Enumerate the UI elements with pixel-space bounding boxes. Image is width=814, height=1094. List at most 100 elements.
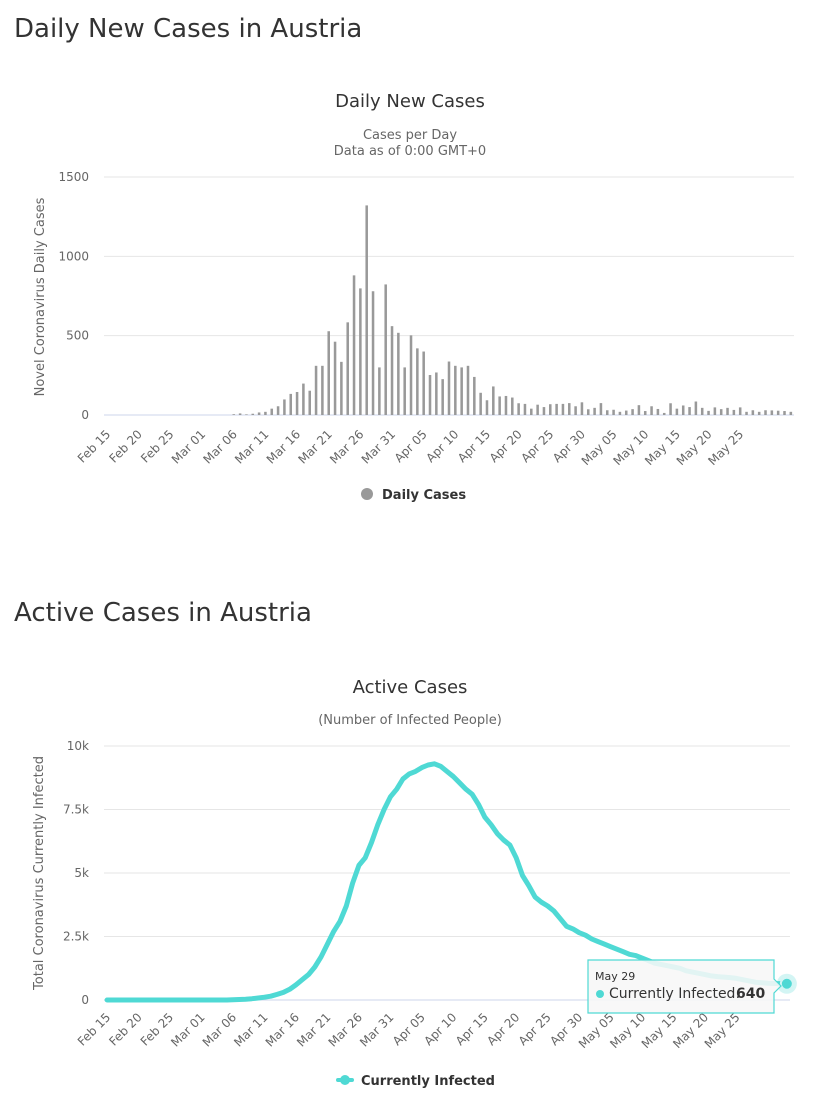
daily-bar: [460, 367, 463, 415]
daily-bar: [447, 361, 451, 415]
daily-bar: [435, 372, 438, 415]
x-tick-label: Mar 21: [295, 427, 334, 466]
x-tick-label: Apr 20: [487, 427, 525, 465]
daily-bar: [580, 402, 584, 415]
daily-bar: [308, 390, 311, 415]
daily-bar: [365, 205, 368, 415]
tooltip-marker: [596, 990, 604, 998]
daily-bar: [568, 403, 571, 415]
daily-chart-y-ticks: 0 500 1000 1500: [58, 170, 89, 422]
x-tick-label: Mar 26: [326, 1010, 365, 1049]
daily-bar: [492, 386, 495, 415]
x-tick-label: Mar 11: [231, 1010, 270, 1049]
daily-bar: [700, 407, 704, 415]
y-tick-label: 0: [81, 993, 89, 1007]
active-chart-y-axis-title: Total Coronavirus Currently Infected: [32, 756, 47, 991]
daily-bar: [751, 410, 755, 415]
daily-bar: [561, 403, 565, 415]
daily-bar: [555, 403, 558, 415]
daily-bar: [416, 348, 419, 415]
daily-bar: [517, 403, 520, 415]
daily-bar: [523, 403, 527, 415]
daily-bar: [245, 414, 248, 415]
x-tick-label: Apr 05: [392, 427, 430, 465]
daily-chart-subtitle-line2: Data as of 0:00 GMT+0: [334, 144, 486, 159]
daily-bar: [397, 332, 400, 415]
daily-bar: [409, 335, 413, 415]
daily-bar: [441, 379, 444, 415]
daily-bar: [264, 411, 267, 415]
daily-bar: [631, 409, 634, 415]
daily-bar: [321, 365, 324, 415]
x-tick-label: Mar 01: [168, 1010, 207, 1049]
active-cases-chart: Active Cases (Number of Infected People)…: [32, 677, 797, 1089]
y-tick-label: 0: [81, 408, 89, 422]
daily-bar: [327, 331, 330, 415]
active-chart-legend[interactable]: Currently Infected: [336, 1074, 495, 1089]
x-tick-label: Mar 16: [264, 427, 303, 466]
daily-bar: [726, 407, 729, 415]
active-cases-heading: Active Cases in Austria: [14, 598, 312, 628]
y-tick-label: 500: [66, 329, 89, 343]
daily-bar: [479, 392, 482, 415]
x-tick-label: May 25: [702, 1010, 743, 1051]
x-tick-label: Apr 05: [390, 1010, 428, 1048]
daily-bar: [428, 375, 432, 415]
x-tick-label: Mar 01: [169, 427, 208, 466]
x-tick-label: Mar 31: [357, 1010, 396, 1049]
daily-bar: [530, 408, 533, 415]
daily-bar: [371, 291, 375, 415]
daily-bar: [352, 275, 356, 415]
active-chart-title: Active Cases: [353, 677, 468, 698]
daily-bar: [346, 322, 349, 415]
x-tick-label: Apr 25: [518, 427, 556, 465]
daily-bar: [719, 409, 723, 415]
x-tick-label: Feb 15: [75, 427, 113, 465]
x-tick-label: Feb 20: [106, 1010, 144, 1048]
tooltip: May 29 Currently Infected: 640: [587, 959, 782, 1014]
daily-bar: [650, 406, 653, 415]
daily-bar: [745, 411, 748, 415]
daily-bar: [295, 391, 299, 415]
daily-bar: [574, 406, 577, 415]
daily-bar: [276, 406, 280, 415]
daily-bar: [624, 410, 628, 415]
daily-bar: [485, 400, 489, 415]
daily-bar: [302, 383, 305, 415]
x-tick-label: Feb 20: [107, 427, 145, 465]
daily-bar: [738, 407, 742, 415]
y-tick-label: 1000: [58, 249, 89, 263]
daily-cases-chart: Daily New Cases Cases per Day Data as of…: [33, 91, 794, 503]
y-tick-label: 2.5k: [63, 930, 89, 944]
daily-legend-label: Daily Cases: [382, 488, 466, 503]
daily-bar: [238, 413, 242, 415]
daily-bar: [251, 413, 255, 415]
daily-cases-heading: Daily New Cases in Austria: [14, 14, 363, 44]
daily-bar: [732, 409, 736, 415]
daily-bar: [599, 403, 603, 415]
tooltip-label: Currently Infected:: [609, 986, 740, 1002]
daily-bar: [542, 407, 546, 415]
daily-legend-marker: [361, 488, 373, 500]
daily-bar: [605, 410, 609, 415]
daily-bar: [764, 410, 767, 415]
daily-bar: [232, 414, 236, 415]
daily-bar: [378, 367, 381, 415]
daily-bar: [390, 326, 394, 415]
x-tick-label: Mar 31: [359, 427, 398, 466]
x-tick-label: Mar 16: [263, 1010, 302, 1049]
x-tick-label: Mar 26: [327, 427, 366, 466]
daily-bar: [789, 411, 793, 415]
daily-bar: [776, 410, 780, 415]
daily-bar: [403, 367, 406, 415]
daily-bar: [340, 361, 343, 415]
daily-bar: [587, 409, 590, 415]
daily-chart-legend[interactable]: Daily Cases: [361, 488, 466, 503]
daily-chart-title: Daily New Cases: [335, 91, 485, 112]
daily-bar: [359, 288, 362, 415]
daily-bar: [384, 284, 387, 415]
daily-bar: [783, 411, 786, 415]
active-cases-hover-marker[interactable]: [779, 976, 794, 991]
daily-chart-bars: [232, 205, 793, 415]
